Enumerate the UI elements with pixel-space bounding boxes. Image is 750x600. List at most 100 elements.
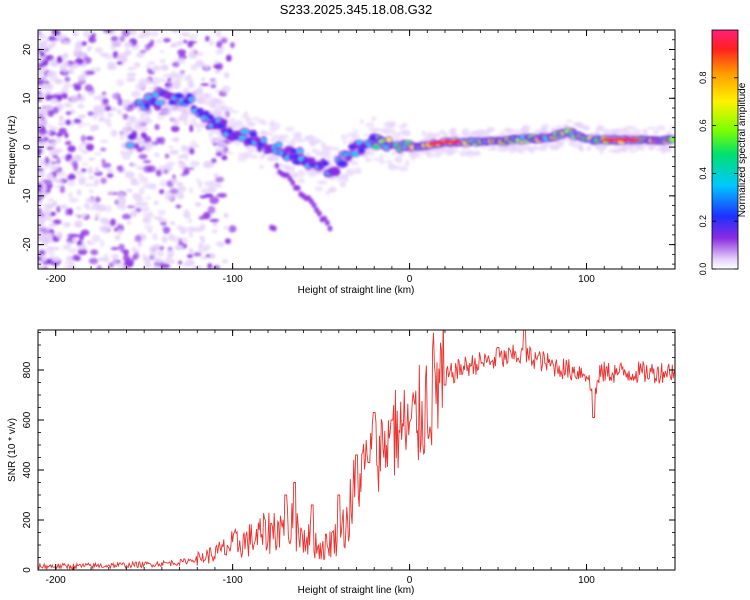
spectrogram-noise-blob [100, 147, 107, 152]
spectrogram-noise-blob [148, 60, 156, 66]
spectrogram-noise-blob [62, 221, 71, 228]
spectrogram-noise-blob [139, 186, 145, 195]
spectrogram-noise-blob [45, 94, 53, 101]
spectrogram-noise-blob [47, 109, 55, 117]
spectrogram-noise-blob [61, 87, 69, 95]
spectrogram-halo-blob [502, 127, 513, 132]
spectrogram-noise-blob [183, 166, 190, 174]
spectrogram-halo-blob [290, 165, 295, 170]
spectrogram-ridge-core [351, 151, 359, 157]
spectrogram-noise-blob [47, 198, 55, 202]
spectrogram-noise-blob [140, 30, 151, 38]
snr-xtick-label: 100 [578, 575, 595, 586]
spectrogram-noise-blob [213, 173, 219, 178]
spectrogram-noise-blob [139, 50, 147, 54]
spectrogram-halo-blob [661, 146, 667, 153]
spectrogram-noise-blob [158, 218, 168, 223]
spectrogram-noise-blob [64, 76, 71, 83]
spectrogram-noise-blob [194, 144, 200, 148]
spectrogram-noise-blob [73, 155, 83, 162]
spectrogram-noise-blob [203, 64, 210, 70]
spectrogram-noise-blob [99, 239, 105, 248]
spectrogram-noise-blob [164, 153, 170, 159]
spectrogram-noise-blob [162, 38, 171, 43]
spectrogram-noise-blob [100, 177, 107, 184]
spectrogram-noise-blob [221, 37, 228, 44]
spectrogram-noise-blob [183, 211, 191, 219]
spectrogram-halo-blob [624, 145, 634, 150]
spectrogram-noise-blob [122, 113, 129, 120]
spectrogram-noise-blob [147, 228, 153, 234]
spectrogram-ridge-core [240, 129, 249, 134]
spectrogram-noise-blob [229, 41, 235, 49]
spectrogram-halo-blob [187, 82, 196, 89]
spectrogram-noise-blob [117, 228, 123, 235]
spectrogram-noise-blob [85, 136, 94, 141]
spectrogram-halo-blob [511, 128, 520, 133]
spectrogram-noise-blob [38, 256, 43, 262]
spectrogram-noise-blob [187, 253, 193, 259]
spectrogram-noise-blob [62, 40, 67, 45]
spectrogram-noise-blob [87, 242, 96, 246]
spectrogram-halo-blob [211, 98, 221, 105]
spectrogram-branch-blob [322, 215, 328, 222]
spectrogram-halo-blob [321, 145, 330, 152]
spectrogram-noise-blob [41, 41, 48, 46]
spectrogram-halo-blob [346, 167, 356, 174]
spectrogram-noise-blob [121, 213, 132, 220]
spectrogram-noise-blob [50, 203, 55, 208]
spectrogram-halo-blob [157, 116, 166, 120]
spectrogram-noise-blob [76, 189, 82, 196]
spectrogram-branch-blob [311, 202, 317, 209]
spectrogram-noise-blob [59, 204, 68, 210]
spectrogram-noise-blob [67, 241, 72, 247]
snr-panel: -200 -100 0 100 0 200 400 600 800 Height of stra… [7, 329, 676, 596]
spectrogram-halo-blob [352, 133, 360, 140]
spectrogram-noise-blob [70, 95, 79, 103]
spectrogram-noise-blob [153, 216, 164, 220]
spectrogram-noise-blob [99, 217, 109, 224]
spectrogram-noise-blob [38, 207, 42, 215]
spectrogram-ridge-core [372, 144, 381, 149]
spectrogram-noise-blob [140, 132, 147, 139]
spectrogram-halo-blob [298, 169, 305, 173]
spectrogram-noise-blob [215, 150, 223, 157]
spectrogram-noise-blob [177, 191, 185, 200]
spectrogram-noise-blob [160, 64, 169, 72]
spectrogram-noise-blob [215, 30, 222, 38]
spectrogram-halo-blob [599, 143, 607, 151]
spectrogram-ridge-core [144, 102, 150, 108]
spectrogram-noise-blob [106, 167, 114, 174]
spectrogram-noise-blob [74, 213, 80, 218]
spectrogram-noise-blob [189, 167, 195, 171]
spectrogram-noise-blob [58, 114, 64, 123]
spectrogram-halo-blob [359, 118, 365, 125]
spectrogram-ridge-core [126, 143, 134, 148]
spectrogram-halo-blob [393, 164, 401, 171]
spectrogram-halo-blob [628, 149, 639, 153]
spectrogram-halo-blob [329, 187, 338, 193]
spectrogram-noise-blob [38, 168, 44, 172]
spectrogram-halo-blob [656, 124, 666, 132]
spectrogram-halo-blob [383, 123, 393, 128]
spectrogram-noise-blob [182, 39, 188, 44]
spectrogram-noise-blob [200, 238, 206, 244]
spectrogram-noise-blob [40, 254, 47, 262]
spectrogram-halo-blob [652, 129, 659, 135]
spectrogram-noise-blob [94, 213, 100, 218]
spectrogram-noise-blob [126, 205, 136, 209]
spectrogram-noise-blob [169, 259, 176, 264]
spectrogram-halo-blob [161, 110, 172, 116]
spectrogram-noise-blob [180, 32, 190, 37]
spectrogram-noise-blob [215, 49, 224, 55]
spectrogram-noise-blob [124, 171, 130, 176]
spectrogram-noise-blob [38, 34, 46, 39]
spectrogram-noise-blob [112, 257, 118, 266]
spectrogram-noise-blob [134, 234, 142, 243]
spectrogram-noise-blob [176, 181, 184, 187]
spectrogram-halo-blob [340, 134, 349, 140]
spectrogram-noise-blob [55, 231, 63, 239]
spectrogram-halo-blob [578, 141, 583, 148]
spectrogram-noise-blob [171, 235, 181, 243]
